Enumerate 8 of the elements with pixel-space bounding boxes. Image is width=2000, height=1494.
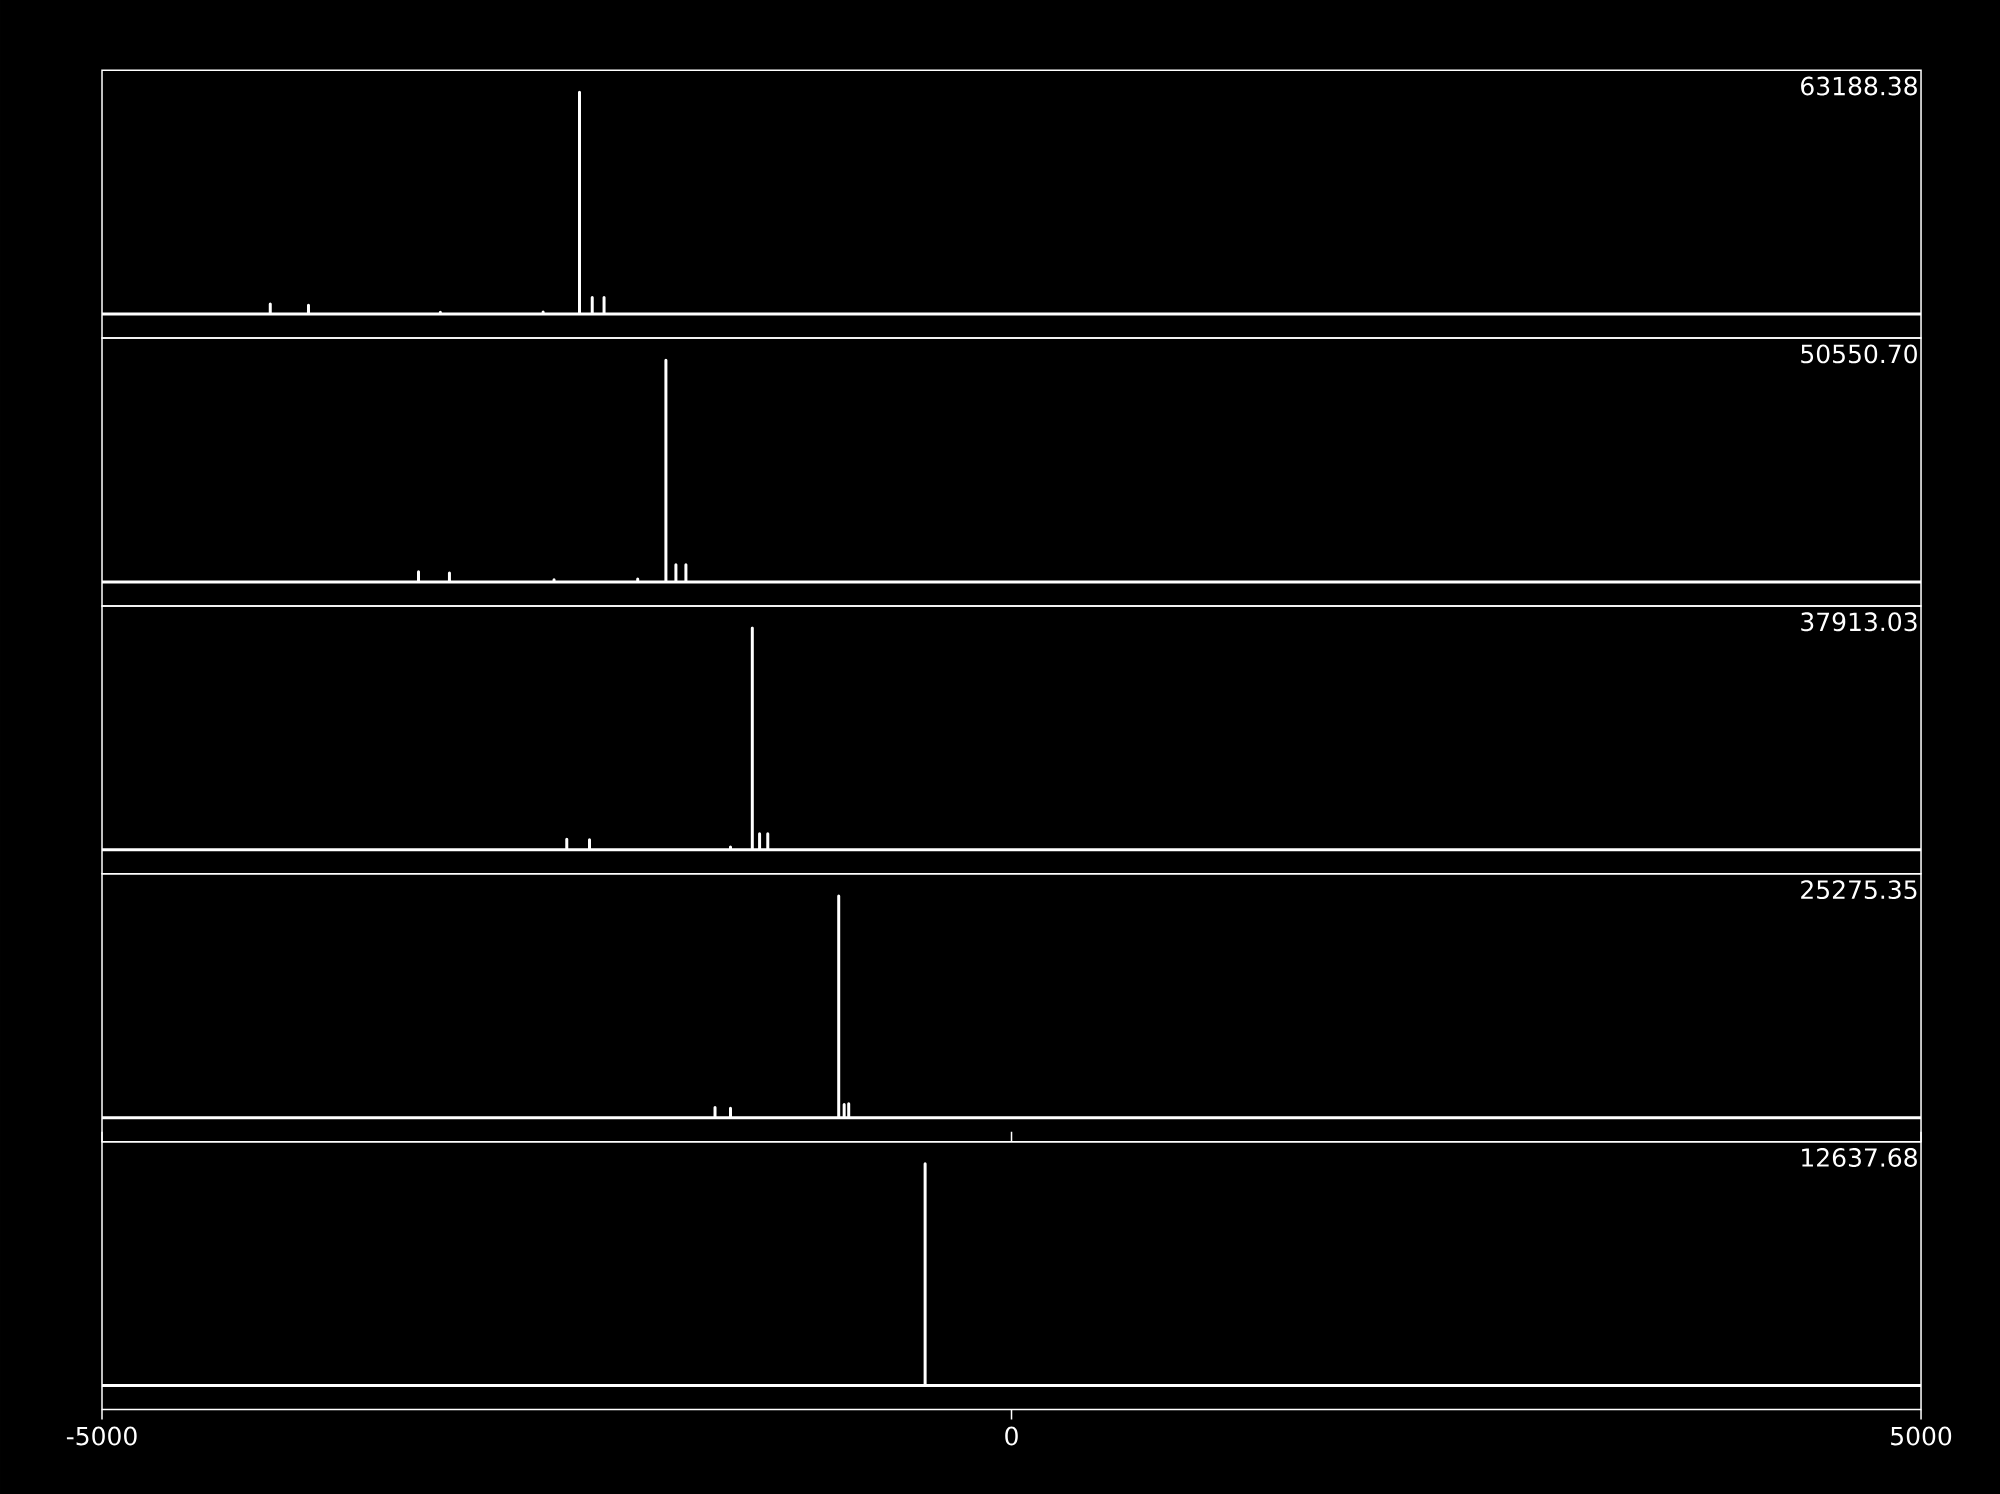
- annotation: 25275.35: [1801, 880, 1917, 900]
- x-tick-label: -5000: [66, 1426, 137, 1446]
- annotation: 12637.68: [1802, 1148, 1917, 1167]
- annotation: 50550.70: [1801, 344, 1917, 364]
- x-tick-label: 5000: [1891, 1426, 1952, 1446]
- x-tick-label: 0: [1005, 1426, 1018, 1446]
- annotation: 37913.03: [1801, 612, 1917, 632]
- annotation: 63188.38: [1801, 76, 1917, 96]
